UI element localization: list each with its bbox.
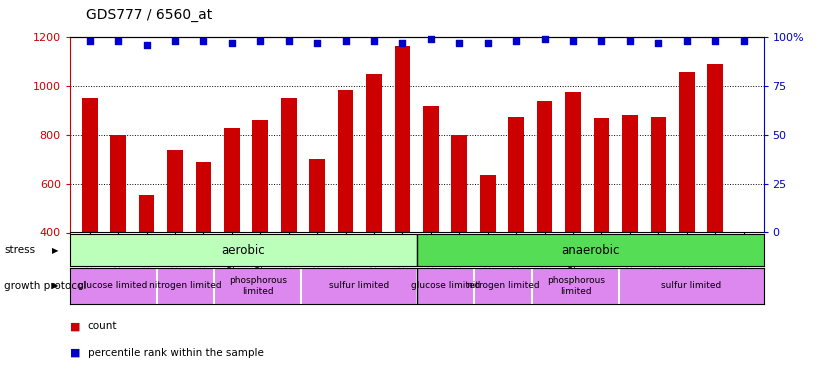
Text: anaerobic: anaerobic — [561, 244, 619, 257]
Bar — [301, 268, 416, 304]
Point — [225, 40, 238, 46]
Point — [368, 38, 381, 44]
Bar — [508, 117, 524, 232]
Bar — [337, 90, 353, 232]
Bar — [532, 268, 619, 304]
Bar — [537, 101, 553, 232]
Text: nitrogen limited: nitrogen limited — [149, 281, 222, 290]
Bar — [110, 135, 126, 232]
Text: aerobic: aerobic — [222, 244, 265, 257]
Text: percentile rank within the sample: percentile rank within the sample — [88, 348, 264, 357]
Bar — [82, 98, 98, 232]
Text: glucose limited: glucose limited — [79, 281, 148, 290]
Bar — [480, 175, 496, 232]
Bar — [224, 128, 240, 232]
Bar — [417, 234, 764, 266]
Bar — [417, 268, 475, 304]
Bar — [139, 195, 154, 232]
Point — [538, 36, 551, 42]
Point — [623, 38, 636, 44]
Text: GDS777 / 6560_at: GDS777 / 6560_at — [86, 9, 213, 22]
Text: growth protocol: growth protocol — [4, 281, 86, 291]
Bar — [70, 268, 157, 304]
Point — [737, 38, 750, 44]
Bar — [281, 98, 296, 232]
Bar — [708, 64, 723, 232]
Point — [595, 38, 608, 44]
Point — [282, 38, 296, 44]
Bar — [167, 150, 183, 232]
Point — [709, 38, 722, 44]
Point — [310, 40, 323, 46]
Point — [481, 40, 494, 46]
Point — [112, 38, 125, 44]
Text: stress: stress — [4, 245, 35, 255]
Point — [83, 38, 96, 44]
Text: nitrogen limited: nitrogen limited — [467, 281, 539, 290]
Bar — [195, 162, 211, 232]
Text: ■: ■ — [70, 321, 80, 331]
Text: glucose limited: glucose limited — [410, 281, 480, 290]
Bar — [395, 46, 410, 232]
Bar — [679, 72, 695, 232]
Point — [140, 42, 154, 48]
Point — [510, 38, 523, 44]
Point — [197, 38, 210, 44]
Bar — [475, 268, 532, 304]
Point — [452, 40, 466, 46]
Point — [652, 40, 665, 46]
Text: ▶: ▶ — [52, 246, 58, 255]
Text: ▶: ▶ — [52, 281, 58, 290]
Bar — [565, 92, 580, 232]
Point — [680, 38, 693, 44]
Bar — [157, 268, 214, 304]
Text: phosphorous
limited: phosphorous limited — [547, 276, 604, 296]
Text: sulfur limited: sulfur limited — [661, 281, 722, 290]
Text: sulfur limited: sulfur limited — [328, 281, 389, 290]
Bar — [70, 234, 417, 266]
Point — [339, 38, 352, 44]
Bar — [650, 117, 666, 232]
Point — [566, 38, 580, 44]
Bar — [310, 159, 325, 232]
Bar — [619, 268, 764, 304]
Bar — [423, 106, 438, 232]
Bar — [214, 268, 301, 304]
Text: ■: ■ — [70, 348, 80, 357]
Point — [424, 36, 438, 42]
Bar — [622, 116, 638, 232]
Point — [254, 38, 267, 44]
Point — [396, 40, 409, 46]
Point — [168, 38, 181, 44]
Bar — [452, 135, 467, 232]
Bar — [253, 120, 268, 232]
Text: count: count — [88, 321, 117, 331]
Bar — [366, 74, 382, 232]
Bar — [594, 118, 609, 232]
Text: phosphorous
limited: phosphorous limited — [229, 276, 287, 296]
